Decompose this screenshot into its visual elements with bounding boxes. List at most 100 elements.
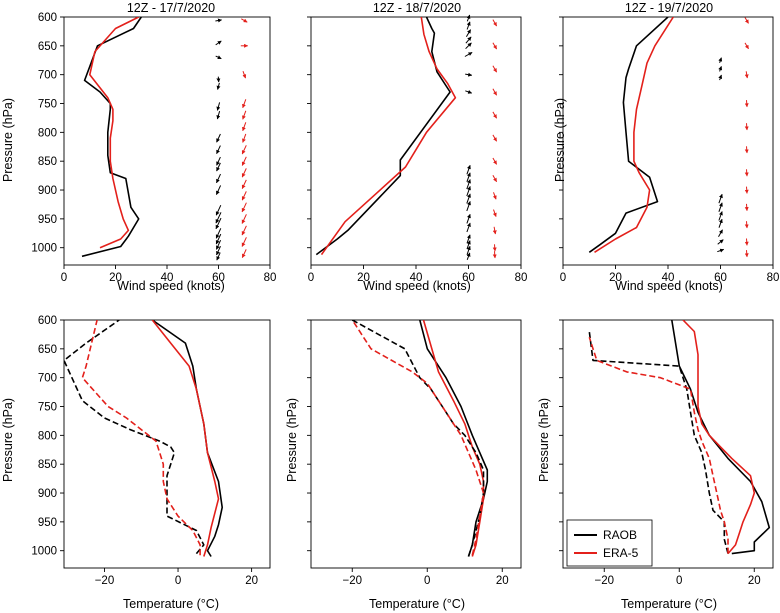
plot-frame: [310, 16, 522, 266]
wind-arrow-raob: [465, 90, 473, 94]
wind-arrow-era-5: [242, 122, 247, 132]
series-line-era-5: [320, 17, 457, 256]
series-line-era-5-dew-point: [351, 320, 485, 556]
wind-arrow-raob: [465, 72, 473, 77]
panel-title: 12Z - 17/7/2020: [127, 1, 215, 15]
wind-arrow-raob: [216, 162, 221, 172]
wind-arrow-era-5: [241, 168, 247, 178]
x-tick-label: 20: [357, 272, 370, 284]
y-tick-label: 800: [38, 430, 57, 442]
wind-arrow-raob: [215, 185, 222, 195]
y-axis-label: Pressure (hPa): [553, 98, 567, 182]
wind-arrow-era-5: [492, 157, 498, 165]
wind-arrow-raob: [466, 222, 471, 233]
x-axis-label: Wind speed (knots): [615, 279, 723, 293]
wind-arrow-era-5: [241, 145, 247, 155]
wind-arrow-era-5: [241, 237, 247, 247]
wind-arrow-era-5: [744, 169, 749, 177]
y-tick-label: 600: [38, 315, 57, 327]
y-tick-label: 1000: [31, 546, 57, 558]
series-line-raob-temperature: [419, 320, 489, 557]
wind-arrow-raob: [215, 212, 222, 224]
x-tick-label: 60: [212, 272, 225, 284]
series-layer: [315, 17, 457, 256]
series-line-era-5-temperature: [151, 320, 220, 557]
wind-arrow-era-5: [492, 251, 497, 259]
wind-arrow-era-5: [241, 191, 247, 201]
wind-arrow-era-5: [242, 133, 247, 143]
series-line-era-5-dew-point: [588, 337, 729, 554]
x-tick-label: 20: [748, 575, 761, 587]
legend-label-era5: ERA-5: [603, 546, 639, 560]
series-line-raob-dew-point: [588, 331, 729, 554]
wind-arrow-era-5: [241, 202, 247, 213]
panel-temp-19: Pressure (hPa) Temperature (°C) −20 0 20: [537, 319, 774, 611]
y-axis-label: Pressure (hPa): [1, 98, 15, 182]
wind-arrow-raob: [215, 204, 222, 216]
y-tick-label: 850: [38, 156, 57, 168]
x-tick-label: 20: [109, 272, 122, 284]
series-line-raob: [81, 17, 142, 258]
y-tick-label: 950: [38, 517, 57, 529]
wind-arrow-raob: [215, 233, 222, 245]
x-tick-label: 20: [609, 272, 622, 284]
series-layer: [81, 17, 142, 258]
wind-arrow-raob: [718, 229, 723, 238]
series-line-era-5: [594, 17, 674, 253]
series-line-raob: [588, 17, 669, 253]
y-axis-label: Pressure (hPa): [285, 398, 299, 482]
x-tick-label: 0: [676, 575, 682, 587]
series-layer: [588, 17, 674, 253]
wind-arrow-era-5: [744, 71, 749, 79]
wind-arrow-raob: [718, 193, 723, 204]
series-line-raob-dew-point: [351, 320, 485, 557]
series-line-raob: [315, 17, 451, 256]
wind-arrow-raob: [216, 110, 221, 120]
wind-arrow-raob: [466, 252, 471, 260]
wind-arrow-raob: [464, 51, 473, 57]
x-tick-label: 80: [264, 272, 277, 284]
wind-arrow-raob: [718, 74, 723, 81]
wind-arrow-era-5: [492, 134, 498, 142]
wind-arrow-era-5: [492, 226, 497, 235]
panel-temp-17: Pressure (hPa) Temperature (°C) −20 0 20 60…: [1, 315, 271, 611]
series-line-era-5: [89, 17, 140, 249]
wind-arrow-era-5: [744, 203, 749, 212]
series-line-era-5-temperature: [422, 320, 485, 557]
series-line-raob: [671, 320, 771, 555]
x-tick-label: 40: [662, 272, 675, 284]
series-layer: [588, 320, 771, 555]
y-tick-label: 900: [38, 185, 57, 197]
panel-title: 12Z - 19/7/2020: [625, 1, 713, 15]
wind-arrow-raob: [465, 42, 472, 50]
wind-arrow-raob: [216, 102, 221, 111]
x-tick-label: 40: [161, 272, 174, 284]
wind-arrow-era-5: [241, 156, 247, 166]
x-tick-label: 0: [61, 272, 67, 284]
wind-arrow-era-5: [241, 18, 248, 23]
y-tick-label: 750: [38, 99, 57, 111]
series-layer: [351, 320, 489, 557]
series-line-raob-dew-point: [64, 320, 205, 555]
wind-arrow-raob: [718, 66, 723, 72]
x-axis-label: Temperature (°C): [621, 597, 717, 611]
x-tick-label: 0: [424, 575, 430, 587]
series-line-raob-temperature: [151, 320, 223, 557]
wind-arrow-era-5: [241, 214, 247, 224]
wind-arrow-raob: [718, 218, 723, 228]
wind-arrow-era-5: [744, 146, 749, 154]
wind-arrow-era-5: [744, 17, 749, 24]
y-tick-label: 750: [38, 402, 57, 414]
wind-arrow-era-5: [492, 88, 498, 96]
x-tick-label: 20: [245, 575, 258, 587]
x-tick-label: 80: [767, 272, 780, 284]
legend: RAOB ERA-5: [566, 519, 653, 567]
series-line-era-5-dew-point: [81, 320, 201, 556]
series-line-era-5: [682, 320, 756, 555]
y-axis-label: Pressure (hPa): [537, 398, 551, 482]
panel-wind-19: 12Z - 19/7/2020 Pressure (hPa) Wind spee…: [553, 1, 779, 293]
wind-arrow-era-5: [744, 250, 749, 258]
y-tick-label: 950: [38, 214, 57, 226]
wind-arrow-raob: [215, 55, 222, 60]
wind-arrow-era-5: [744, 100, 749, 108]
